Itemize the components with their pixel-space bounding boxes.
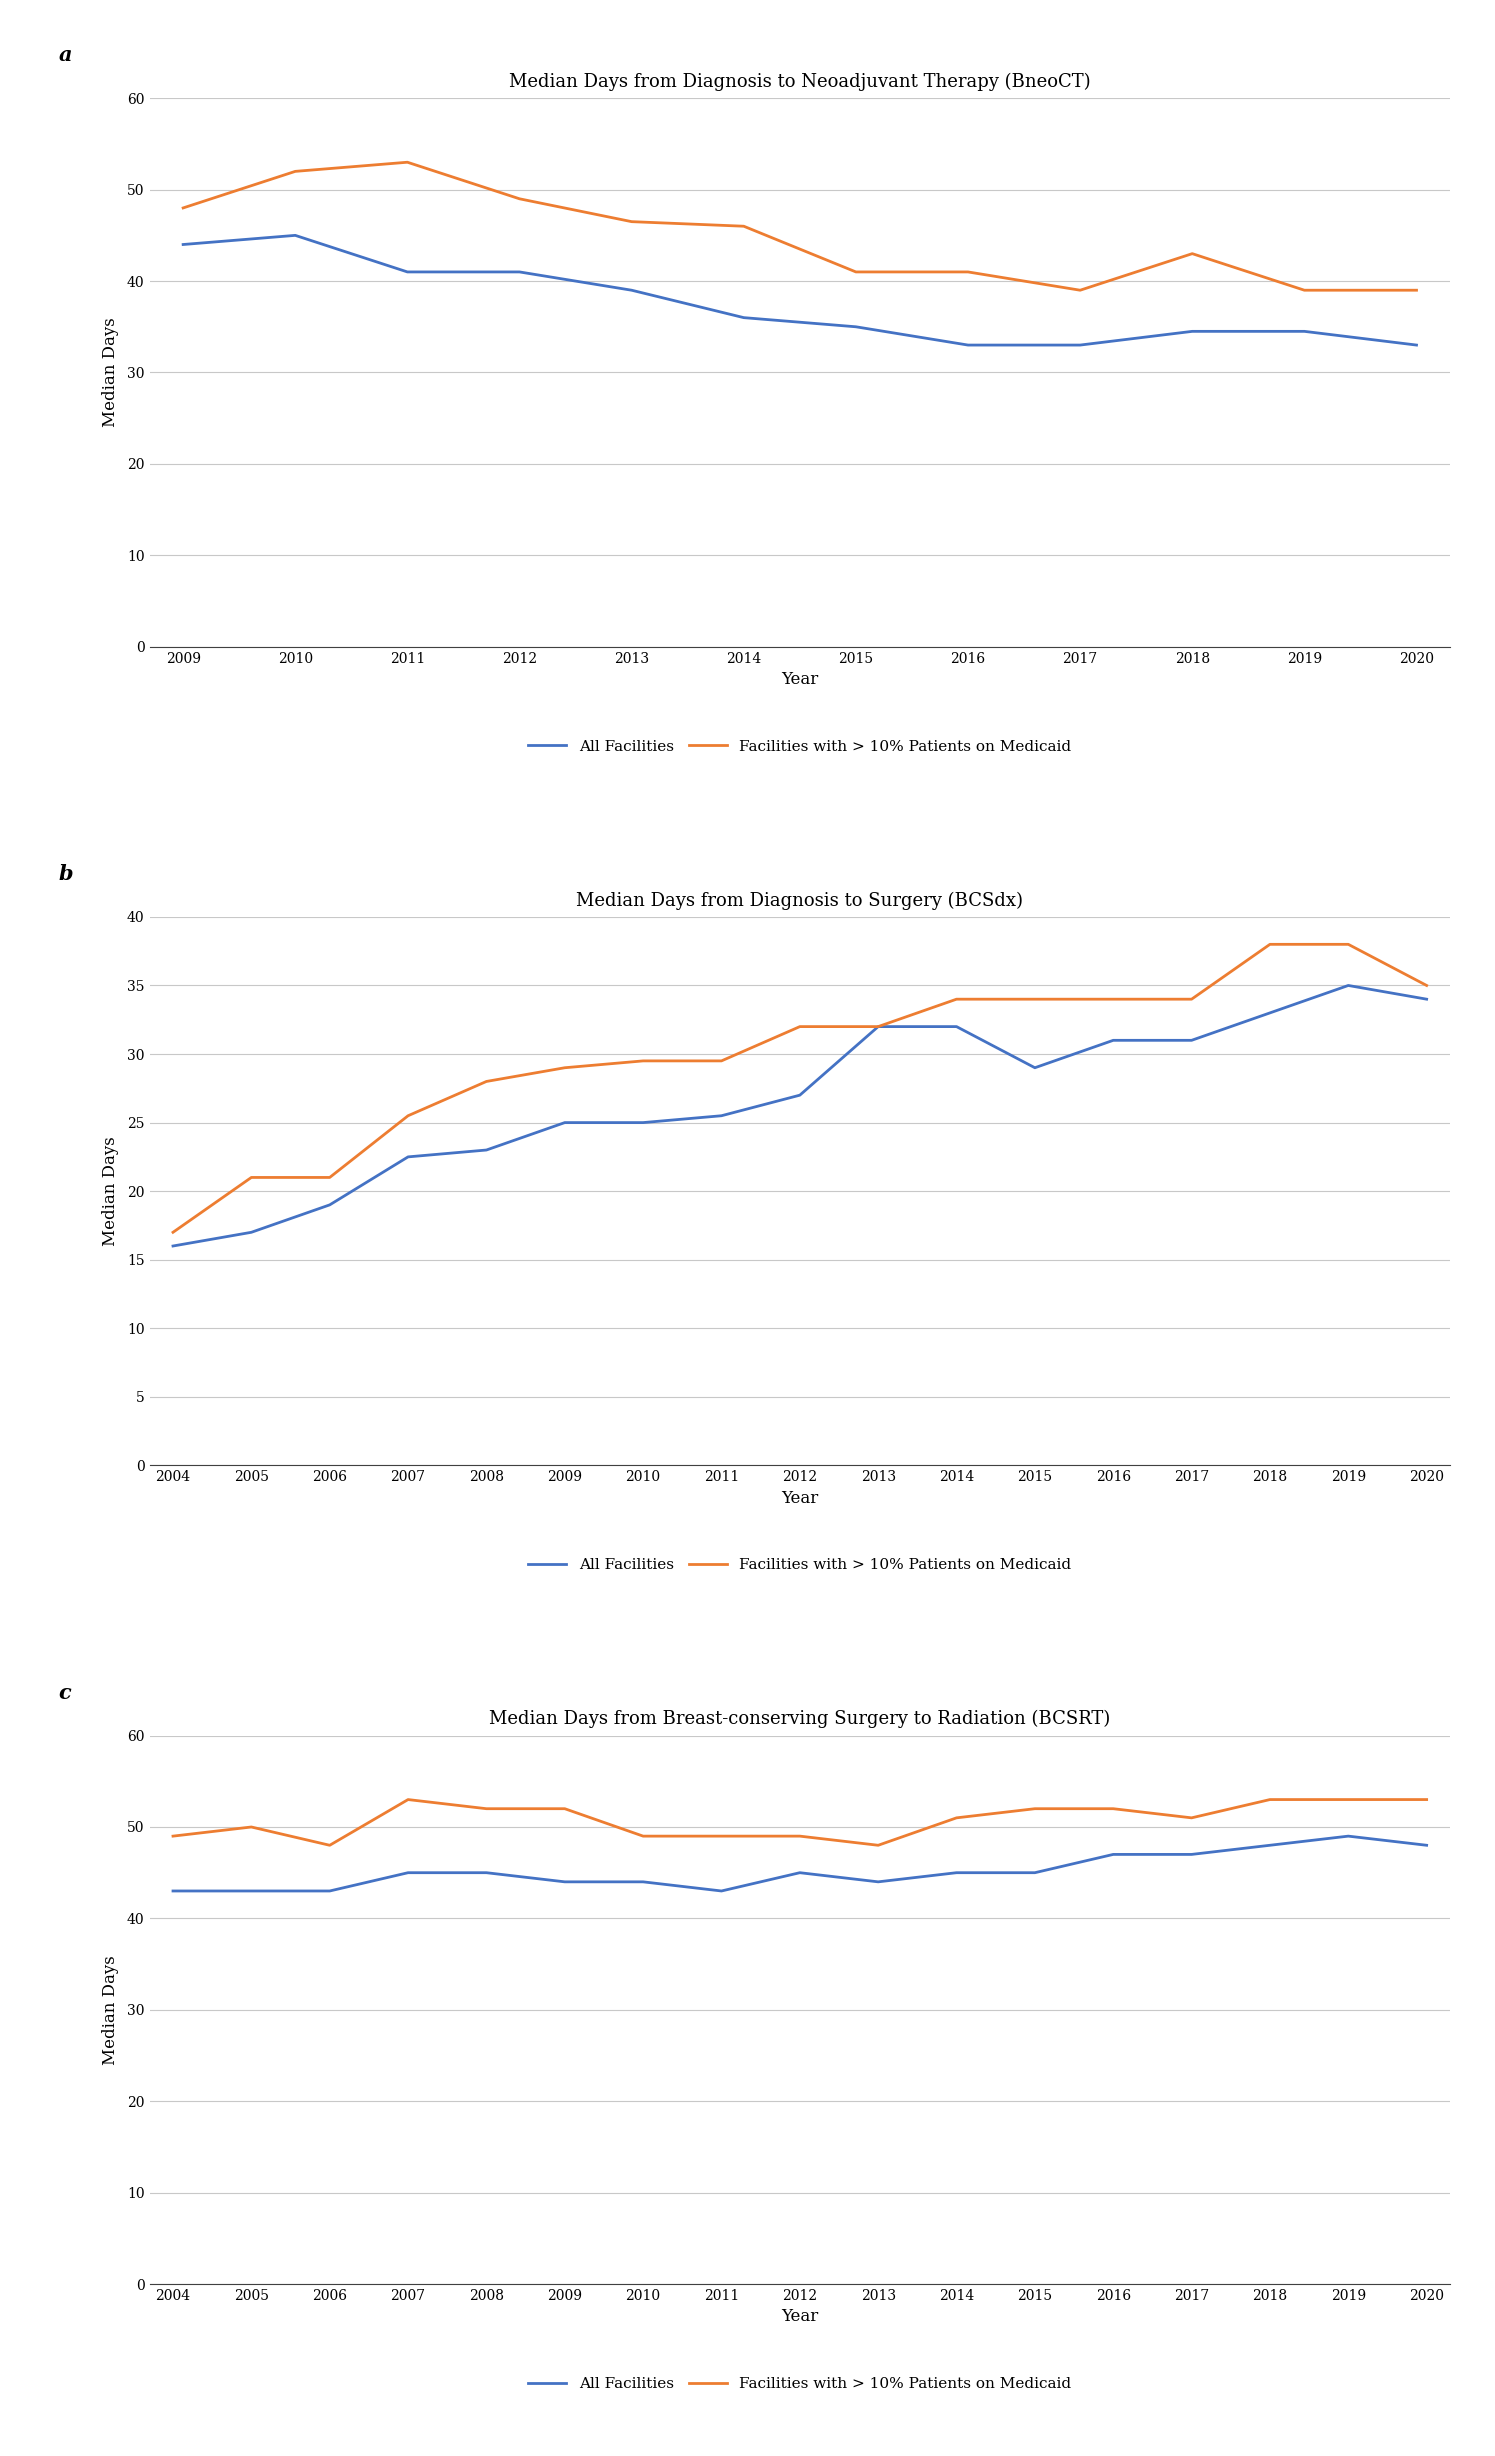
Text: c: c — [58, 1682, 72, 1702]
Y-axis label: Median Days: Median Days — [102, 317, 118, 427]
Legend: All Facilities, Facilities with > 10% Patients on Medicaid: All Facilities, Facilities with > 10% Pa… — [522, 2370, 1078, 2397]
X-axis label: Year: Year — [782, 670, 818, 688]
Text: a: a — [58, 44, 72, 66]
Title: Median Days from Breast-conserving Surgery to Radiation (BCSRT): Median Days from Breast-conserving Surge… — [489, 1709, 1111, 1729]
Legend: All Facilities, Facilities with > 10% Patients on Medicaid: All Facilities, Facilities with > 10% Pa… — [522, 734, 1078, 759]
Title: Median Days from Diagnosis to Neoadjuvant Therapy (BneoCT): Median Days from Diagnosis to Neoadjuvan… — [508, 74, 1091, 91]
X-axis label: Year: Year — [782, 2309, 818, 2326]
X-axis label: Year: Year — [782, 1491, 818, 1508]
Text: b: b — [58, 865, 73, 884]
Y-axis label: Median Days: Median Days — [102, 1137, 118, 1245]
Y-axis label: Median Days: Median Days — [102, 1955, 118, 2065]
Legend: All Facilities, Facilities with > 10% Patients on Medicaid: All Facilities, Facilities with > 10% Pa… — [522, 1552, 1078, 1579]
Title: Median Days from Diagnosis to Surgery (BCSdx): Median Days from Diagnosis to Surgery (B… — [577, 892, 1023, 909]
